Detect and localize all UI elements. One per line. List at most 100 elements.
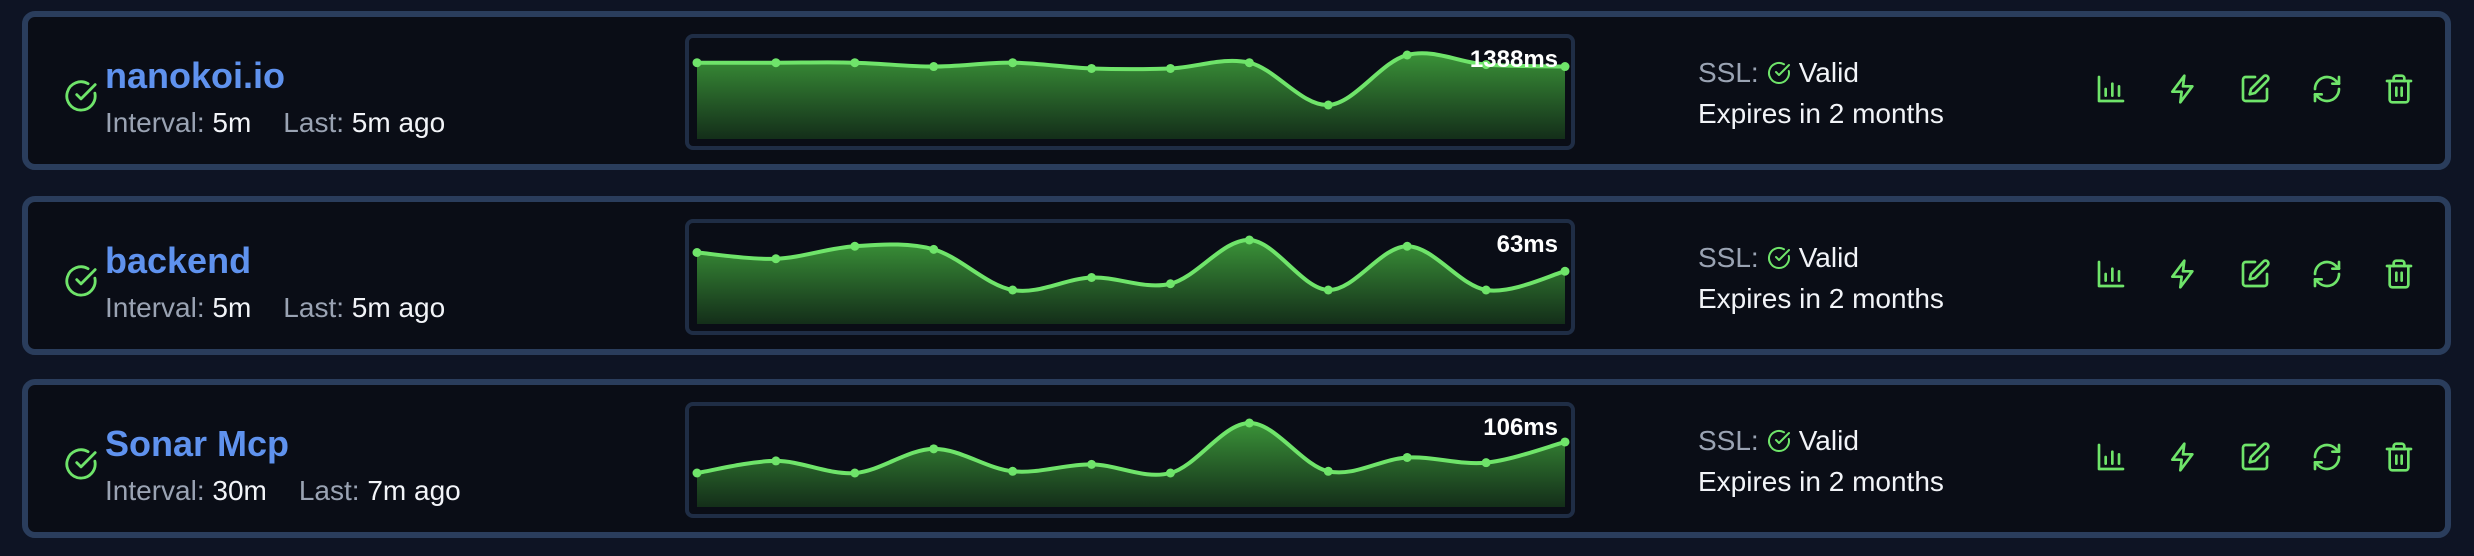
ssl-expiry: Expires in 2 months: [1698, 98, 1944, 129]
ssl-value: Valid: [1798, 57, 1859, 88]
ssl-label: SSL:: [1698, 242, 1759, 273]
check-mark: [1774, 249, 1790, 261]
latency-label: 1388ms: [1470, 46, 1558, 73]
latency-label: 106ms: [1483, 414, 1558, 441]
sparkline-point: [771, 456, 781, 466]
last-value: 7m ago: [367, 475, 461, 506]
action-buttons: [2095, 73, 2415, 105]
icon-stroke: [2313, 455, 2341, 471]
sparkline-point: [692, 248, 702, 257]
ssl-status: SSL: Valid: [1698, 425, 1859, 457]
check-circle: [1767, 429, 1790, 452]
delete-button[interactable]: [2383, 441, 2415, 473]
sparkline-area: [697, 53, 1565, 139]
icon-stroke: [2313, 87, 2341, 103]
check-mark: [75, 451, 97, 469]
monitor-meta: Interval: 5m Last: 5m ago: [105, 292, 445, 324]
last-label: Last:: [283, 292, 344, 323]
last-value: 5m ago: [351, 107, 446, 138]
icon-stroke: [2097, 75, 2125, 103]
icon-stroke: [2313, 75, 2341, 91]
sparkline-point: [1560, 437, 1570, 447]
icon-stroke: [2313, 93, 2323, 103]
chart-button[interactable]: [2095, 258, 2127, 290]
edit-button[interactable]: [2239, 441, 2271, 473]
chart-button[interactable]: [2095, 73, 2127, 105]
sparkline-point: [1323, 466, 1333, 476]
icon-stroke: [2388, 447, 2410, 472]
ssl-label: SSL:: [1698, 57, 1759, 88]
refresh-button[interactable]: [2311, 258, 2343, 290]
action-buttons: [2095, 441, 2415, 473]
sparkline-point: [1481, 285, 1491, 295]
icon-stroke: [2248, 259, 2270, 281]
icon-stroke: [2313, 461, 2323, 471]
sparkline-point: [1323, 285, 1333, 295]
sparkline-point: [850, 468, 860, 478]
delete-button[interactable]: [2383, 73, 2415, 105]
zap-button[interactable]: [2167, 73, 2199, 105]
check-circle: [65, 448, 97, 480]
sparkline-point: [1560, 62, 1570, 72]
monitor-row: nanokoi.io Interval: 5m Last: 5m ago 1388ms…: [22, 11, 2451, 170]
check-icon: [1767, 246, 1790, 269]
icon-stroke: [2171, 74, 2194, 104]
refresh-button[interactable]: [2311, 73, 2343, 105]
sparkline-point: [1481, 458, 1491, 468]
ssl-status: SSL: Valid: [1698, 57, 1859, 89]
sparkline-point: [692, 58, 702, 68]
icon-stroke: [2331, 443, 2341, 453]
sparkline-point: [929, 444, 939, 454]
sparkline-point: [1087, 63, 1097, 73]
icon-stroke: [2313, 260, 2341, 276]
monitor-row: backend Interval: 5m Last: 5m ago 63ms SSL: V…: [22, 196, 2451, 355]
delete-button[interactable]: [2383, 258, 2415, 290]
edit-button[interactable]: [2239, 73, 2271, 105]
refresh-button[interactable]: [2311, 441, 2343, 473]
sparkline: 1388ms: [685, 34, 1575, 150]
chart-button[interactable]: [2095, 441, 2127, 473]
icon-stroke: [2241, 260, 2269, 288]
icon-stroke: [2241, 75, 2269, 103]
check-icon: [1767, 429, 1790, 452]
check-mark: [75, 83, 97, 101]
sparkline-point: [1087, 273, 1097, 282]
check-mark: [1774, 432, 1790, 444]
sparkline: 106ms: [685, 402, 1575, 518]
zap-button[interactable]: [2167, 258, 2199, 290]
icon-stroke: [2097, 260, 2125, 288]
ssl-value: Valid: [1798, 425, 1859, 456]
sparkline-point: [1402, 50, 1412, 60]
sparkline-point: [1244, 58, 1254, 68]
icon-stroke: [2392, 442, 2406, 451]
sparkline-point: [1165, 468, 1175, 478]
sparkline-point: [1244, 235, 1254, 245]
sparkline-area: [697, 422, 1565, 507]
last-label: Last:: [298, 475, 360, 506]
monitor-name[interactable]: Sonar Mcp: [105, 423, 290, 464]
monitor-name[interactable]: nanokoi.io: [105, 55, 285, 96]
check-mark: [75, 268, 97, 286]
interval-label: Interval:: [105, 107, 205, 138]
check-circle: [65, 80, 97, 112]
icon-stroke: [2313, 278, 2323, 288]
icon-stroke: [2392, 259, 2406, 268]
status-icon: [65, 265, 97, 297]
zap-button[interactable]: [2167, 441, 2199, 473]
monitor-meta: Interval: 30m Last: 7m ago: [105, 475, 461, 507]
sparkline-point: [1087, 459, 1097, 469]
sparkline-point: [1008, 285, 1018, 295]
check-mark: [1774, 64, 1790, 76]
edit-button[interactable]: [2239, 258, 2271, 290]
monitor-name[interactable]: backend: [105, 240, 252, 281]
sparkline-point: [929, 62, 939, 72]
last-label: Last:: [283, 107, 344, 138]
icon-stroke: [2313, 272, 2341, 288]
sparkline-point: [1008, 58, 1018, 68]
sparkline-point: [1402, 452, 1412, 462]
icon-stroke: [2248, 74, 2270, 96]
monitor-row: Sonar Mcp Interval: 30m Last: 7m ago 106ms S…: [22, 379, 2451, 538]
icon-stroke: [2331, 260, 2341, 270]
check-circle: [1767, 246, 1790, 269]
